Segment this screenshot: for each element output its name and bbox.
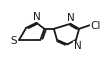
Text: N: N [33,12,40,22]
Text: N: N [67,13,74,23]
Text: Cl: Cl [90,21,101,31]
Text: N: N [74,41,81,51]
Text: S: S [10,36,17,46]
